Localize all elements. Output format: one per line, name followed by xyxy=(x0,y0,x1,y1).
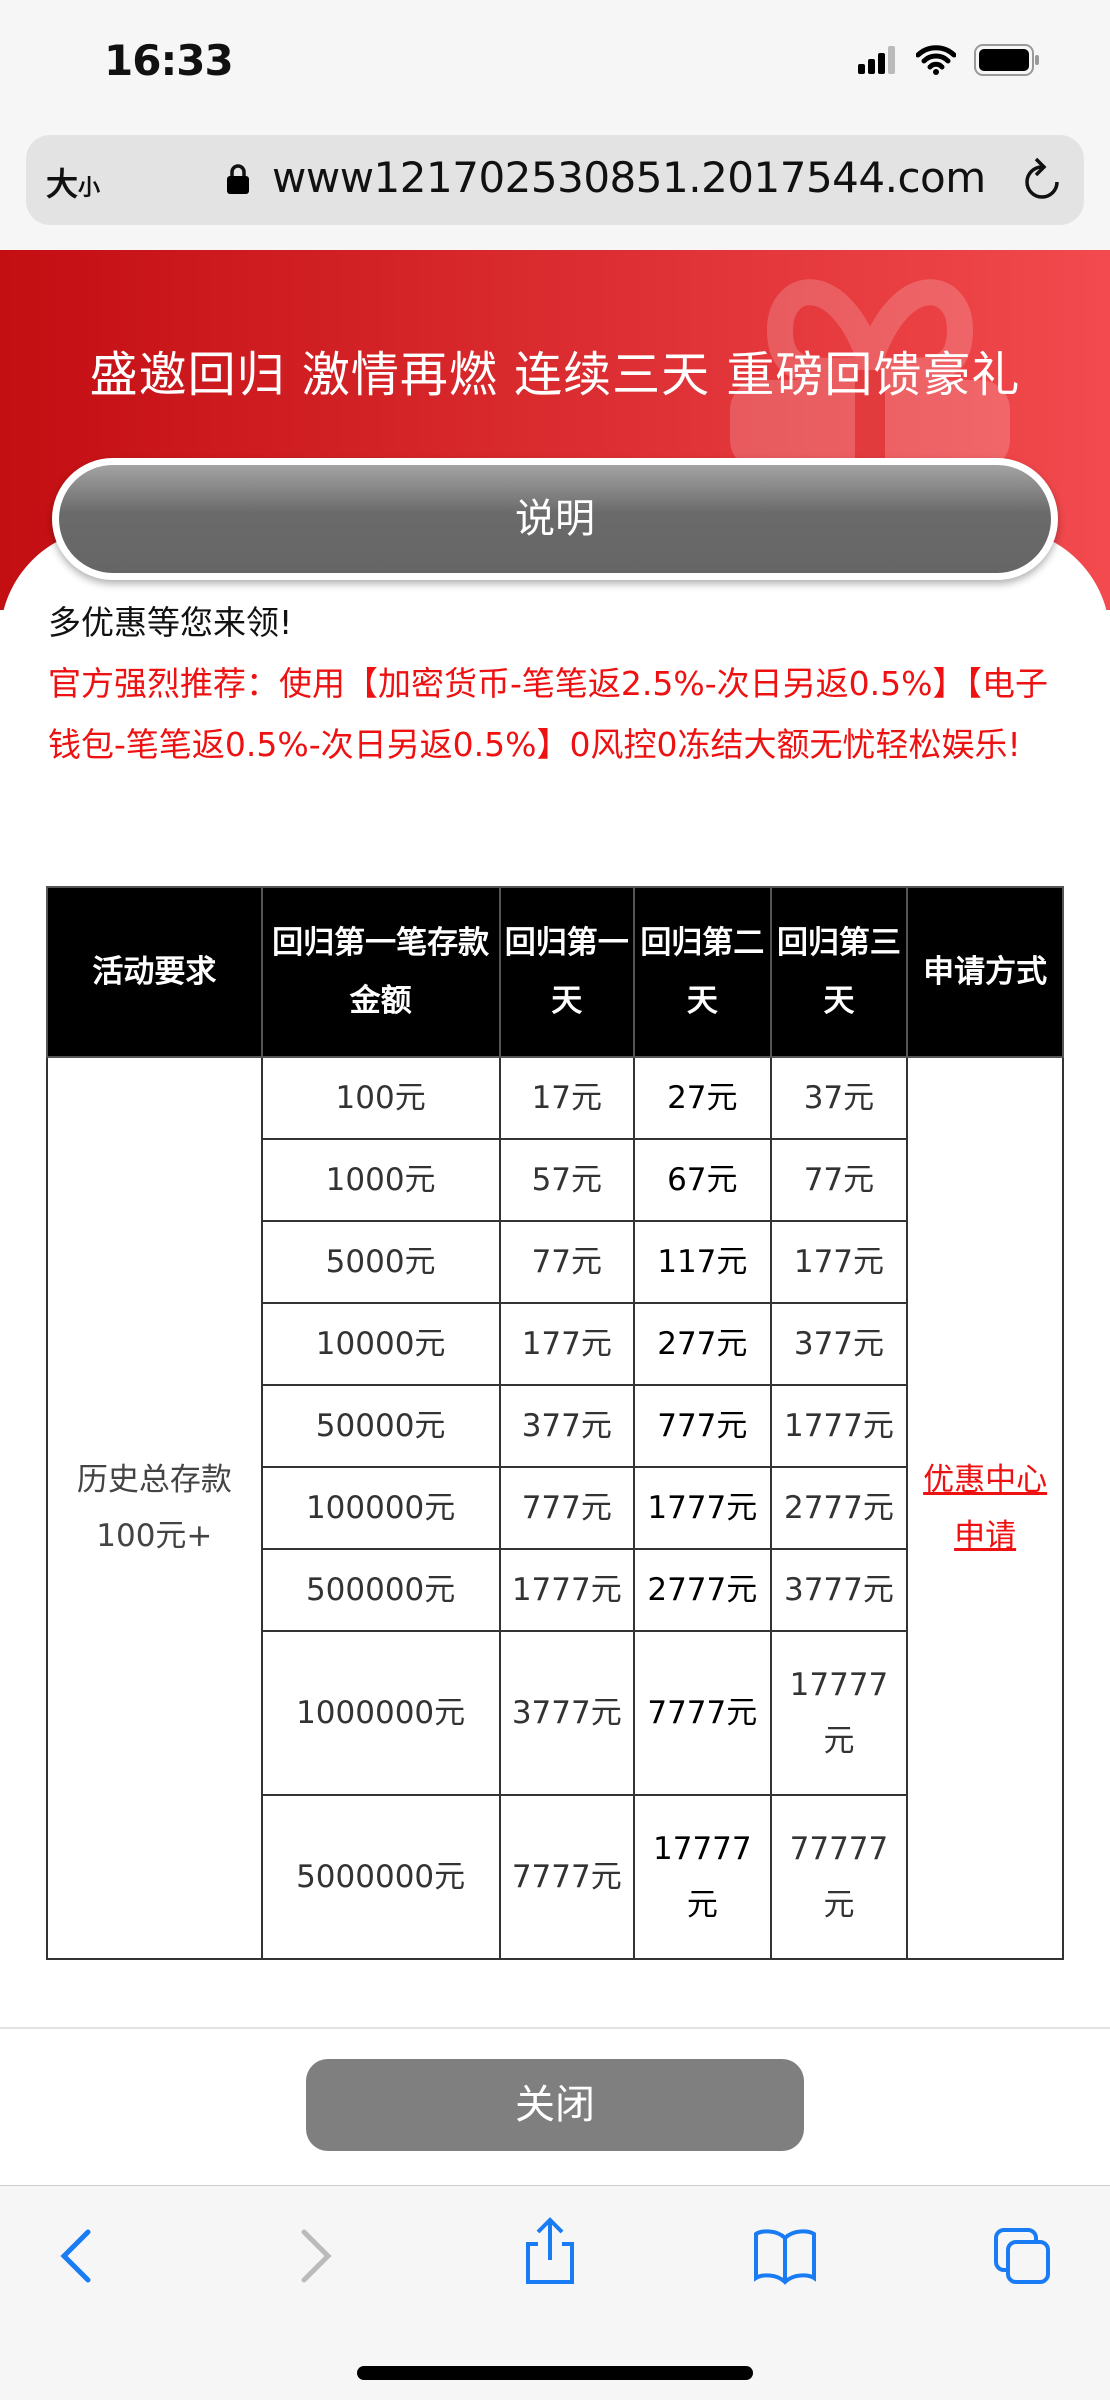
bonus-cell: 77777元 xyxy=(769,1794,909,1960)
column-header: 回归第三天 xyxy=(769,886,909,1058)
table-row: 历史总存款100元+ 100元 17元 27元 37元优惠中心申请 xyxy=(46,1056,1064,1960)
explain-label: 说明 xyxy=(59,465,1051,573)
bonus-cell: 2777元 xyxy=(769,1466,909,1550)
intro-text: 多优惠等您来领! 官方强烈推荐：使用【加密货币-笔笔返2.5%-次日另返0.5%… xyxy=(48,592,1068,775)
column-header: 申请方式 xyxy=(906,886,1064,1058)
signal-icon xyxy=(858,46,895,74)
apply-link[interactable]: 优惠中心申请 xyxy=(923,1462,1048,1554)
table-row: 1000000元 3777元 7777元 17777元 xyxy=(47,1630,1063,1796)
bonus-cell: 377元 xyxy=(769,1302,909,1386)
bonus-cell: 37元 xyxy=(769,1056,909,1140)
bonus-table: 活动要求 回归第一笔存款金额 回归第一天 回归第二天 回归第三天 申请方式 历史总存款10… xyxy=(46,886,1064,1960)
recommendation-text: 官方强烈推荐：使用【加密货币-笔笔返2.5%-次日另返0.5%】【电子钱包-笔笔… xyxy=(48,664,1048,764)
bonus-cell: 177元 xyxy=(498,1302,636,1386)
table-row: 5000000元 7777元 17777元 77777元 xyxy=(47,1794,1063,1960)
clock: 16:33 xyxy=(104,36,234,85)
bonus-cell: 77元 xyxy=(769,1138,909,1222)
table-row: 50000元 377元 777元 1777元 xyxy=(47,1384,1063,1468)
intro-line: 多优惠等您来领! xyxy=(48,603,293,642)
deposit-amount-cell: 1000元 xyxy=(260,1138,501,1222)
bonus-cell: 777元 xyxy=(633,1384,772,1468)
bonus-cell: 27元 xyxy=(633,1056,772,1140)
column-header: 活动要求 xyxy=(46,886,263,1058)
bookmarks-icon[interactable] xyxy=(752,2226,818,2286)
back-icon[interactable] xyxy=(56,2226,96,2286)
table-row: 500000元 1777元 2777元 3777元 xyxy=(47,1548,1063,1632)
column-header: 回归第二天 xyxy=(633,886,772,1058)
banner-title: 盛邀回归 激情再燃 连续三天 重磅回馈豪礼 xyxy=(89,347,1021,403)
address-bar[interactable]: 大小 www121702530851.2017544.com xyxy=(26,135,1084,225)
bonus-cell: 1777元 xyxy=(769,1384,909,1468)
bonus-cell: 1777元 xyxy=(633,1466,772,1550)
forward-icon[interactable] xyxy=(296,2226,336,2286)
bonus-cell: 67元 xyxy=(633,1138,772,1222)
table-row: 5000元 77元 117元 177元 xyxy=(47,1220,1063,1304)
lock-icon xyxy=(227,164,249,194)
deposit-amount-cell: 100元 xyxy=(260,1056,501,1140)
apply-cell: 优惠中心申请 xyxy=(906,1056,1064,1960)
home-indicator xyxy=(357,2366,753,2380)
bonus-cell: 77元 xyxy=(498,1220,636,1304)
explain-button[interactable]: 说明 xyxy=(52,458,1058,580)
text-size-button[interactable]: 大小 xyxy=(46,165,101,203)
column-header: 回归第一笔存款金额 xyxy=(260,886,501,1058)
table-row: 10000元 177元 277元 377元 xyxy=(47,1302,1063,1386)
bonus-cell: 2777元 xyxy=(633,1548,772,1632)
bonus-cell: 57元 xyxy=(498,1138,636,1222)
bonus-cell: 7777元 xyxy=(498,1794,636,1960)
bonus-cell: 3777元 xyxy=(498,1630,636,1796)
deposit-amount-cell: 500000元 xyxy=(260,1548,501,1632)
bonus-cell: 377元 xyxy=(498,1384,636,1468)
deposit-amount-cell: 50000元 xyxy=(260,1384,501,1468)
column-header: 回归第一天 xyxy=(498,886,636,1058)
requirement-cell: 历史总存款100元+ xyxy=(46,1056,263,1960)
bonus-cell: 1777元 xyxy=(498,1548,636,1632)
url-text: www121702530851.2017544.com xyxy=(272,153,986,202)
status-bar: 16:33 大小 www121702530851.2017544.com xyxy=(0,0,1110,250)
deposit-amount-cell: 100000元 xyxy=(260,1466,501,1550)
deposit-amount-cell: 5000元 xyxy=(260,1220,501,1304)
bonus-cell: 17元 xyxy=(498,1056,636,1140)
wifi-icon xyxy=(916,45,956,75)
share-icon[interactable] xyxy=(520,2216,580,2286)
footer-divider xyxy=(0,2027,1110,2029)
battery-icon xyxy=(974,44,1039,76)
table-row: 100000元 777元 1777元 2777元 xyxy=(47,1466,1063,1550)
reload-icon[interactable] xyxy=(1022,157,1062,203)
table-row: 1000元 57元 67元 77元 xyxy=(47,1138,1063,1222)
deposit-amount-cell: 10000元 xyxy=(260,1302,501,1386)
tabs-icon[interactable] xyxy=(992,2226,1054,2288)
bonus-cell: 17777元 xyxy=(769,1630,909,1796)
deposit-amount-cell: 5000000元 xyxy=(260,1794,501,1960)
bonus-cell: 3777元 xyxy=(769,1548,909,1632)
bonus-cell: 7777元 xyxy=(633,1630,772,1796)
bonus-cell: 777元 xyxy=(498,1466,636,1550)
bonus-cell: 277元 xyxy=(633,1302,772,1386)
bonus-cell: 117元 xyxy=(633,1220,772,1304)
deposit-amount-cell: 1000000元 xyxy=(260,1630,501,1796)
bonus-cell: 17777元 xyxy=(633,1794,772,1960)
browser-toolbar xyxy=(0,2185,1110,2400)
close-button[interactable]: 关闭 xyxy=(306,2059,804,2151)
bonus-cell: 177元 xyxy=(769,1220,909,1304)
